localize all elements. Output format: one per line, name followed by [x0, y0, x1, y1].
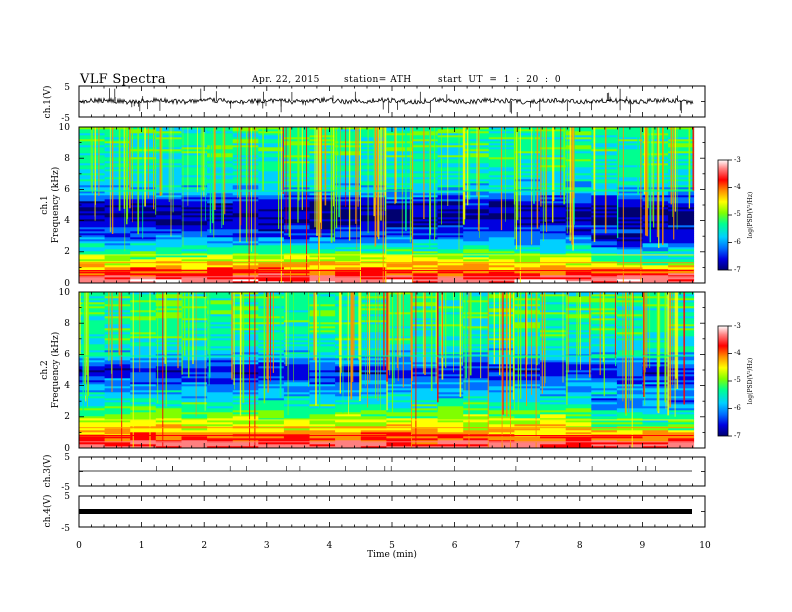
- x-tick-label: 7: [514, 541, 520, 551]
- spec1-ytick-0: 0: [64, 279, 70, 289]
- cbar1-tick-m5: -5: [734, 210, 741, 218]
- spec1-ytick-2: 2: [64, 247, 70, 257]
- start-ut-label: start UT = 1 : 20 : 0: [438, 75, 562, 85]
- ch1-waveform: [79, 96, 694, 106]
- chart-title: VLF Spectra: [80, 72, 166, 87]
- ch4-waveform: [79, 509, 692, 514]
- ch1-wave-ylabel: ch.1(V): [42, 86, 53, 119]
- ch1-spectrogram: [79, 127, 695, 284]
- ch1-ytick-bottom: -5: [61, 114, 70, 124]
- spec1-ytick-4: 4: [64, 216, 70, 226]
- spec2-ytick-2: 2: [64, 412, 70, 422]
- ch3-wave-ylabel: ch.3(V): [42, 455, 53, 488]
- x-tick-label: 5: [389, 541, 395, 551]
- spec2-ylabel-frequency: Frequency (kHz): [50, 332, 61, 409]
- station-label: station= ATH: [344, 75, 412, 85]
- ch3-ytick-top: 5: [64, 453, 70, 463]
- cbar1-tick-m6: -6: [734, 238, 741, 246]
- cbar2-label: log(PSD(V²/Hz): [747, 358, 754, 405]
- ch4-ytick-bottom: -5: [61, 524, 70, 534]
- cbar1-label: log(PSD(V²/Hz): [747, 192, 754, 239]
- axis-ticks: [78, 86, 706, 527]
- ch3-ytick-bottom: -5: [61, 483, 70, 493]
- cbar1-tick-m7: -7: [734, 266, 741, 274]
- x-tick-label: 2: [201, 541, 207, 551]
- cbar2-tick-m6: -6: [734, 404, 741, 412]
- spec1-ylabel-channel: ch.1: [40, 195, 50, 214]
- ch2-colorbar: [717, 325, 729, 437]
- cbar2-tick-m5: -5: [734, 376, 741, 384]
- ch1-waveform-spikes: [109, 88, 682, 114]
- spec2-ytick-6: 6: [64, 350, 70, 360]
- spec2-ylabel-channel: ch.2: [40, 360, 50, 379]
- spec2-ytick-8: 8: [64, 319, 70, 329]
- spec1-ytick-10: 10: [59, 123, 71, 133]
- cbar1-tick-m4: -4: [734, 183, 741, 191]
- cbar2-tick-m3: -3: [734, 322, 741, 330]
- x-tick-label: 3: [264, 541, 270, 551]
- x-tick-label: 0: [76, 541, 82, 551]
- spec2-ytick-0: 0: [64, 444, 70, 454]
- ch2-spectrogram: [79, 292, 695, 449]
- ch3-waveform-spikes: [156, 466, 656, 471]
- spec1-ytick-6: 6: [64, 185, 70, 195]
- cbar2-tick-m4: -4: [734, 349, 741, 357]
- ch1-colorbar: [717, 159, 729, 271]
- spec1-ylabel-frequency: Frequency (kHz): [50, 167, 61, 244]
- x-tick-label: 8: [577, 541, 583, 551]
- x-tick-label: 10: [699, 541, 711, 551]
- spec2-ytick-4: 4: [64, 381, 70, 391]
- date-label: Apr. 22, 2015: [252, 75, 320, 85]
- cbar2-tick-m7: -7: [734, 432, 741, 440]
- ch4-wave-ylabel: ch.4(V): [42, 495, 53, 528]
- x-tick-label: 9: [640, 541, 646, 551]
- x-tick-label: 6: [452, 541, 458, 551]
- x-axis-label: Time (min): [367, 549, 417, 560]
- ch4-ytick-top: 5: [64, 492, 70, 502]
- spec2-ytick-10: 10: [59, 288, 71, 298]
- x-tick-label: 1: [139, 541, 145, 551]
- spec1-ytick-8: 8: [64, 154, 70, 164]
- cbar1-tick-m3: -3: [734, 156, 741, 164]
- ch1-ytick-top: 5: [64, 83, 70, 93]
- x-tick-label: 4: [327, 541, 333, 551]
